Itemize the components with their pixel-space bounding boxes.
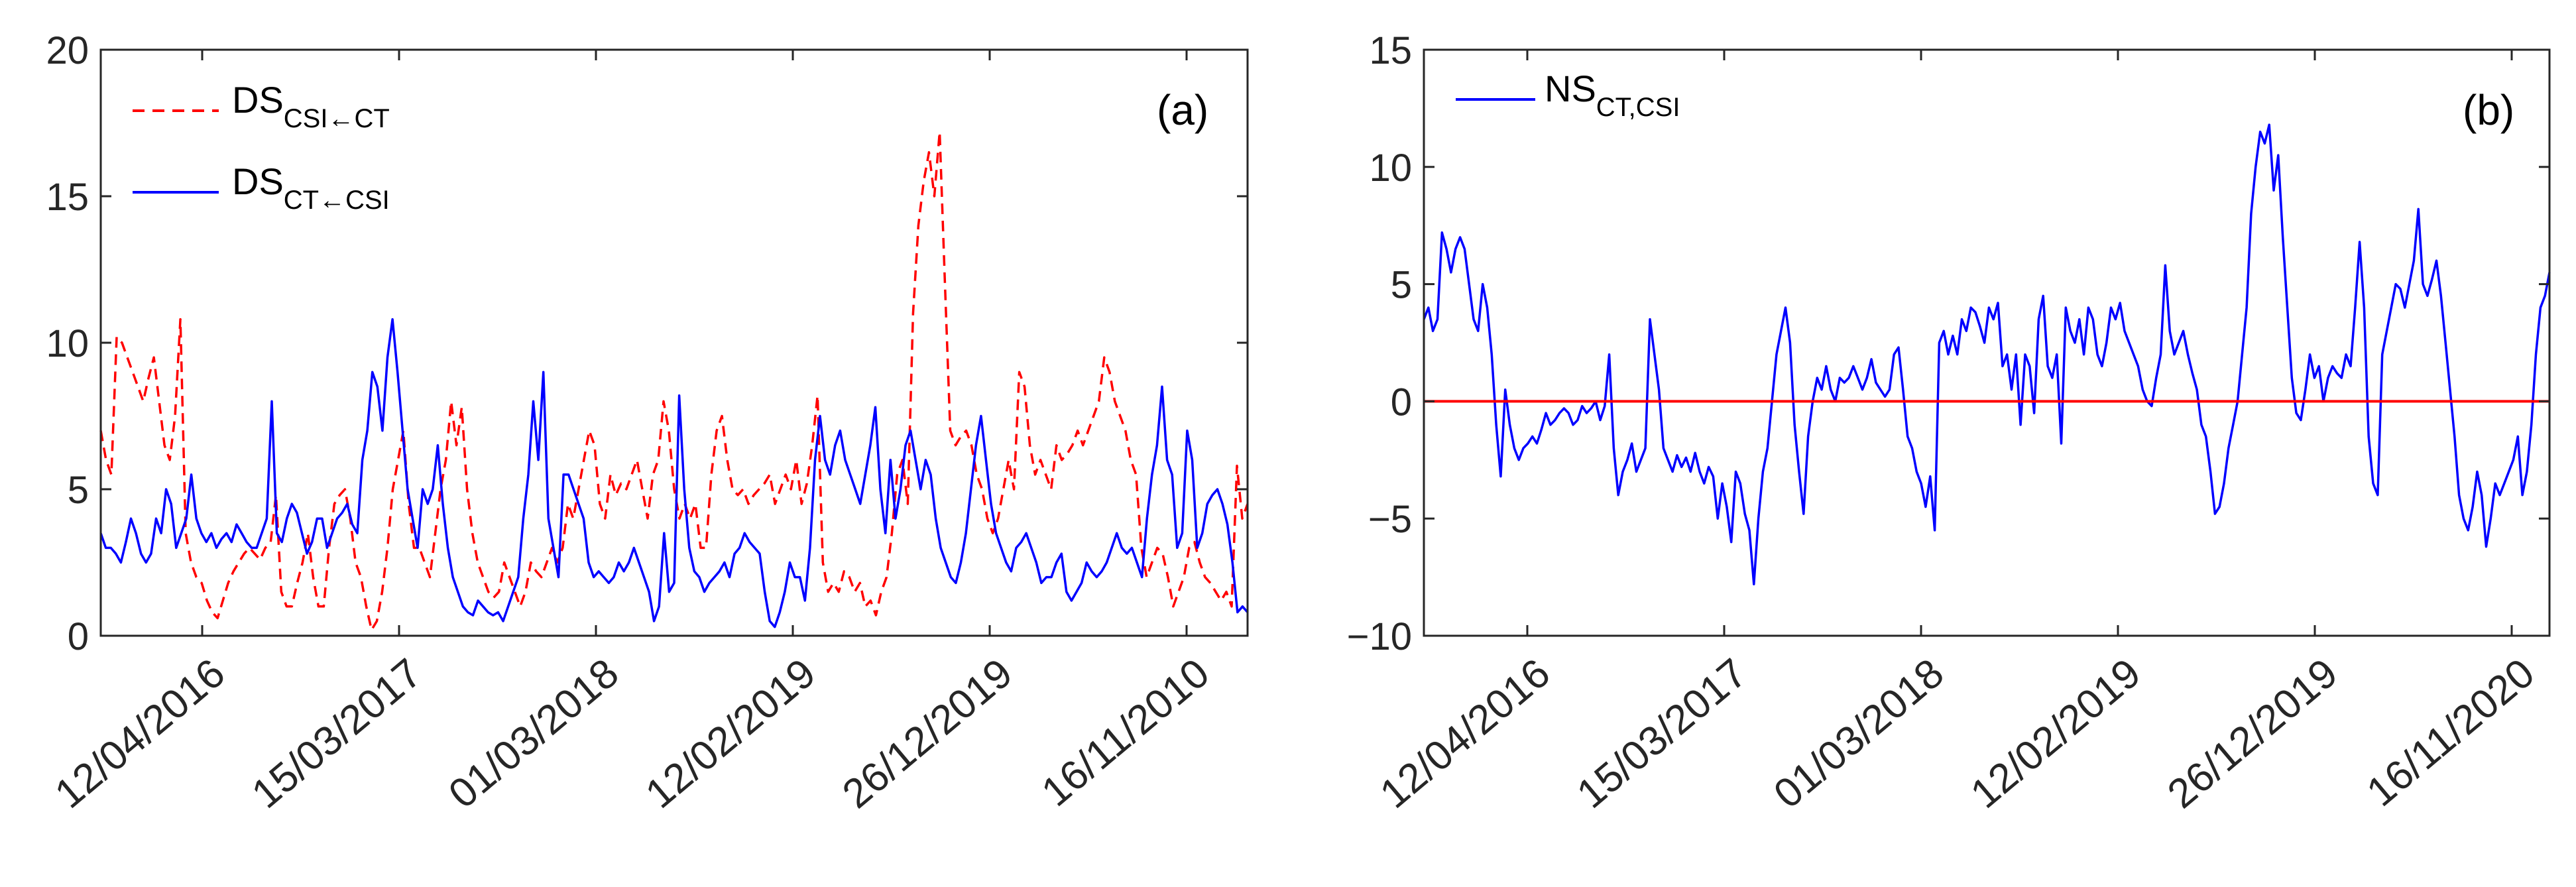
y-tick-label: 0 — [68, 615, 89, 658]
y-tick-label: 10 — [1369, 147, 1412, 190]
x-tick-label: 26/12/2019 — [834, 650, 1021, 817]
x-tick-label: 01/03/2018 — [1765, 650, 1952, 817]
y-tick-label: 10 — [46, 322, 89, 365]
plot-area-a — [101, 50, 1248, 636]
legend-label-ds-ct-csi: DSCT←CSI — [232, 160, 390, 215]
x-tick-label: 12/04/2016 — [46, 650, 233, 817]
x-tick-label: 26/12/2019 — [2159, 650, 2346, 817]
y-tick-label: −5 — [1368, 498, 1412, 541]
plot-area-b — [1424, 50, 2549, 636]
panel-label-a: (a) — [1157, 86, 1208, 134]
y-tick-label: 15 — [1369, 29, 1412, 72]
legend-label-ns-ct-csi: NSCT,CSI — [1545, 68, 1680, 122]
chart-panel-b: −10 −5 0 5 10 15 12/04/2016 15/03/2017 01/03/20… — [1347, 29, 2551, 817]
y-tick-label: 5 — [68, 469, 89, 512]
y-tick-label: 15 — [46, 176, 89, 219]
x-tick-label: 01/03/2018 — [440, 650, 627, 817]
y-axis-a: 0 5 10 15 20 — [46, 29, 1248, 658]
y-tick-label: −10 — [1347, 615, 1412, 658]
x-tick-label: 15/03/2017 — [243, 650, 430, 817]
series-line — [99, 131, 1249, 631]
y-axis-b: −10 −5 0 5 10 15 — [1347, 29, 2549, 658]
axes-box-b — [1423, 48, 2551, 637]
x-tick-label: 12/02/2019 — [1962, 650, 2149, 817]
x-tick-label: 16/11/2010 — [1033, 650, 1218, 815]
panel-label-b: (b) — [2463, 86, 2514, 134]
legend-b: NSCT,CSI — [1456, 68, 1680, 122]
legend-label-ds-csi-ct: DSCSI←CT — [232, 79, 390, 133]
series-ds-csi-ct — [99, 131, 1249, 631]
x-tick-label: 16/11/2020 — [2359, 650, 2544, 815]
x-tick-label: 15/03/2017 — [1568, 650, 1755, 817]
series-ds-ct-csi — [99, 318, 1249, 628]
x-tick-label: 12/04/2016 — [1372, 650, 1558, 817]
legend-a: DSCSI←CT DSCT←CSI — [133, 79, 390, 215]
y-tick-label: 0 — [1391, 381, 1412, 424]
x-tick-label: 12/02/2019 — [637, 650, 824, 817]
series-line — [99, 318, 1249, 628]
y-tick-label: 20 — [46, 29, 89, 72]
y-tick-label: 5 — [1391, 264, 1412, 307]
